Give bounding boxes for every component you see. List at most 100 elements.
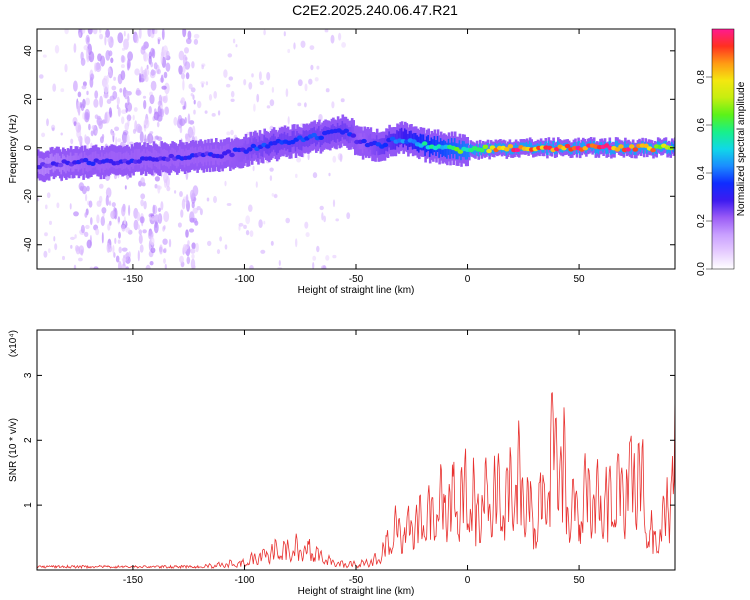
heatmap-cell (99, 183, 104, 189)
heatmap-cell (338, 125, 341, 142)
heatmap-cell (101, 232, 104, 244)
x-tick-label: 0 (465, 575, 471, 586)
heatmap-cell (614, 140, 618, 150)
heatmap-cell (449, 142, 452, 159)
heatmap-cell (582, 146, 589, 151)
heatmap-cell (107, 37, 111, 43)
heatmap-cell (156, 121, 160, 128)
figure-title: C2E2.2025.240.06.47.R21 (292, 2, 458, 18)
heatmap-cell (206, 197, 210, 202)
heatmap-cell (226, 131, 231, 136)
heatmap-cell (361, 138, 367, 144)
heatmap-cell (73, 43, 77, 53)
heatmap-cell (123, 30, 126, 37)
heatmap-cell (52, 83, 57, 92)
heatmap-cell (197, 100, 202, 109)
y-tick-label: 1 (23, 502, 34, 508)
heatmap-cell (340, 98, 345, 103)
heatmap-cell (204, 110, 208, 114)
heatmap-cell (153, 62, 158, 70)
heatmap-cell (81, 85, 87, 90)
heatmap-cell (191, 265, 196, 269)
heatmap-cell (165, 94, 168, 103)
heatmap-cell (332, 155, 337, 163)
heatmap-cell (312, 255, 317, 261)
heatmap-cell (85, 97, 90, 106)
heatmap-cell (377, 139, 380, 156)
heatmap-cell (226, 83, 231, 88)
heatmap-cell (164, 82, 170, 95)
heatmap-cell (168, 153, 175, 159)
heatmap-cell (73, 80, 78, 92)
heatmap-cell (88, 200, 93, 208)
heatmap-cell (113, 252, 116, 258)
heatmap-cell (285, 217, 291, 224)
x-tick-label: 50 (574, 274, 586, 285)
spectrogram-y-axis: -40 -20 0 20 40 (23, 45, 675, 252)
heatmap-cell (62, 255, 65, 261)
heatmap-cell (250, 143, 257, 149)
heatmap-cell (113, 76, 116, 81)
heatmap-cell (202, 150, 206, 167)
heatmap-cell (119, 88, 123, 93)
heatmap-cell (84, 231, 89, 237)
heatmap-cell (160, 51, 165, 57)
heatmap-cell (218, 154, 225, 159)
heatmap-cell (419, 133, 423, 150)
heatmap-cell (164, 106, 170, 115)
heatmap-cell (86, 90, 89, 96)
heatmap-cell (85, 47, 89, 60)
snr-x-label: Height of straight line (km) (298, 586, 415, 597)
heatmap-cell (87, 29, 93, 35)
heatmap-cell (187, 30, 192, 40)
heatmap-cell (161, 56, 167, 68)
heatmap-cell (138, 234, 143, 245)
heatmap-cell (117, 239, 121, 244)
heatmap-cell (152, 48, 156, 59)
heatmap-cell (158, 207, 161, 212)
heatmap-cell (190, 93, 194, 97)
colorbar-ticks: 0.0 0.2 0.4 0.6 0.8 (696, 70, 712, 276)
heatmap-cell (308, 78, 313, 85)
heatmap-cell (269, 167, 274, 172)
heatmap-cell (597, 145, 601, 155)
heatmap-cell (75, 122, 82, 133)
heatmap-cell (577, 141, 580, 150)
heatmap-cell (157, 184, 161, 194)
heatmap-cell (319, 205, 324, 211)
heatmap-cell (371, 138, 374, 155)
heatmap-cell (436, 136, 440, 152)
heatmap-cell (341, 121, 345, 138)
heatmap-cell (64, 29, 69, 35)
heatmap-cell (219, 236, 223, 242)
heatmap-cell (201, 64, 204, 70)
heatmap-cell (186, 256, 191, 265)
heatmap-cell (53, 236, 56, 242)
heatmap-cell (163, 211, 170, 223)
heatmap-cell (49, 220, 52, 225)
snr-x-axis: -150 -100 -50 0 50 (123, 330, 585, 586)
heatmap-cell (95, 129, 98, 135)
heatmap-cell (399, 128, 402, 145)
heatmap-cell (193, 99, 196, 105)
heatmap-cell (385, 134, 388, 151)
heatmap-cell (150, 61, 154, 68)
heatmap-cell (41, 158, 45, 175)
heatmap-cell (304, 221, 309, 229)
heatmap-cell (309, 45, 315, 50)
heatmap-cell (179, 118, 186, 126)
heatmap-cell (372, 138, 376, 155)
heatmap-cell (291, 131, 295, 148)
heatmap-cell (628, 144, 635, 149)
heatmap-cell (73, 211, 79, 217)
heatmap-cell (137, 250, 140, 262)
heatmap-cell (194, 136, 198, 142)
heatmap-cell (421, 141, 428, 146)
heatmap-cell (271, 86, 275, 93)
heatmap-cell (56, 202, 60, 209)
heatmap-cell (253, 103, 256, 112)
heatmap-cell (632, 147, 639, 152)
heatmap-cell (160, 74, 164, 84)
snr-panel: -150 -100 -50 0 50 1 2 3 Height of straight li… (8, 329, 676, 597)
heatmap-cell (485, 144, 488, 154)
